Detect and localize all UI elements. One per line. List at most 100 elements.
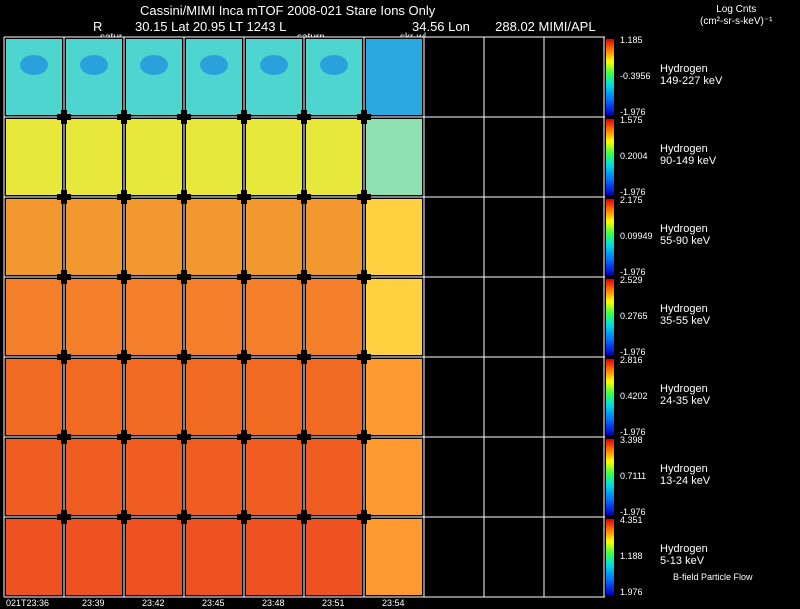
colorbar-mid-label: 0.09949 [620, 231, 653, 241]
x-tick-label: 021T23:36 [6, 598, 50, 608]
cell-fill [66, 519, 122, 595]
cell-fill [6, 439, 62, 515]
heatmap-cell [6, 519, 62, 595]
cell-fill [66, 199, 122, 275]
colorbar-mid-label: 0.2765 [620, 311, 648, 321]
heatmap-cell [66, 519, 122, 595]
cell-fill [6, 199, 62, 275]
heatmap-cell [66, 119, 122, 195]
colorbar-mid-label: -0.3956 [620, 71, 651, 81]
colorbar-mid-label: 0.2004 [620, 151, 648, 161]
species-label: Hydrogen 149-227 keV [660, 63, 722, 87]
heatmap-cell [66, 279, 122, 355]
heatmap-cell [6, 279, 62, 355]
colorbar-units: Log Cnts (cm²-sr-s-keV)⁻¹ [700, 4, 772, 28]
colorbar-max-label: 2.529 [620, 275, 643, 285]
heatmap-cell [66, 39, 122, 115]
heatmap-cell [126, 119, 182, 195]
cross-marker [241, 430, 247, 444]
colorbar-max-label: 3.398 [620, 435, 643, 445]
colorbar [606, 199, 614, 275]
cell-fill [6, 119, 62, 195]
cell-fill [246, 519, 302, 595]
heatmap-cell [246, 39, 302, 115]
cell-fill [366, 279, 422, 355]
cross-marker [61, 510, 67, 524]
heatmap-cell [186, 439, 242, 515]
plot-title: Cassini/MIMI Inca mTOF 2008-021 Stare Io… [140, 3, 436, 18]
cross-marker [241, 270, 247, 284]
colorbar-max-label: 1.575 [620, 115, 643, 125]
energy-range: 149-227 keV [660, 75, 723, 87]
cell-fill [186, 439, 242, 515]
cell-fill [366, 439, 422, 515]
species-label: Hydrogen 5-13 keV [660, 543, 708, 567]
colorbar [606, 439, 614, 515]
cross-marker [301, 350, 307, 364]
heatmap-cell [246, 439, 302, 515]
cell-fill [366, 359, 422, 435]
lon-label: 34.56 Lon [412, 19, 470, 34]
cross-marker [121, 350, 127, 364]
cell-fill [366, 199, 422, 275]
cell-fill [246, 359, 302, 435]
cell-fill [246, 279, 302, 355]
cell-fill [66, 39, 122, 115]
cross-marker [61, 190, 67, 204]
cell-fill [366, 519, 422, 595]
heatmap-cell [126, 279, 182, 355]
heatmap-cell [126, 439, 182, 515]
cell-blob [80, 55, 108, 75]
heatmap-cell [306, 519, 362, 595]
heatmap-cell [366, 279, 422, 355]
cell-fill [126, 39, 182, 115]
energy-range: 35-55 keV [660, 315, 711, 327]
cell-fill [186, 279, 242, 355]
colorbar [606, 119, 614, 195]
x-tick-label: 23:42 [142, 598, 165, 608]
cell-fill [66, 119, 122, 195]
cross-marker [121, 270, 127, 284]
heatmap-cell [366, 119, 422, 195]
heatmap-cell [66, 199, 122, 275]
heatmap-cell [306, 359, 362, 435]
colorbar-mid-label: 1.188 [620, 551, 643, 561]
species-label: Hydrogen 55-90 keV [660, 223, 710, 247]
cross-marker [241, 510, 247, 524]
r-label: R [93, 19, 103, 34]
cell-fill [126, 279, 182, 355]
energy-range: 55-90 keV [660, 235, 711, 247]
species-name: Hydrogen [660, 543, 708, 555]
colorbar-min-label: -1.976 [620, 427, 646, 437]
heatmap-cell [306, 279, 362, 355]
heatmap-cell [126, 39, 182, 115]
colorbar-units-line1: Log Cnts [716, 4, 757, 15]
cell-fill [126, 519, 182, 595]
colorbar-units-line2: (cm²-sr-s-keV)⁻¹ [700, 16, 773, 27]
colorbar [606, 279, 614, 355]
cross-marker [121, 430, 127, 444]
cross-marker [121, 510, 127, 524]
heatmap-cell [6, 439, 62, 515]
cross-marker [301, 270, 307, 284]
cross-marker [301, 110, 307, 124]
species-name: Hydrogen [660, 63, 708, 75]
heatmap-cell [366, 439, 422, 515]
cell-blob [260, 55, 288, 75]
heatmap-cell [186, 39, 242, 115]
cross-marker [61, 110, 67, 124]
cross-marker [61, 430, 67, 444]
species-label: Hydrogen 24-35 keV [660, 383, 710, 407]
cross-marker [361, 430, 367, 444]
cell-fill [66, 359, 122, 435]
x-tick-label: 23:45 [202, 598, 225, 608]
colorbar-min-label: -1.976 [620, 347, 646, 357]
cell-fill [306, 519, 362, 595]
x-tick-label: 23:54 [382, 598, 405, 608]
cross-marker [181, 430, 187, 444]
heatmap-cell [6, 119, 62, 195]
colorbar-min-label: -1.976 [620, 267, 646, 277]
cell-fill [126, 199, 182, 275]
heatmap-cell [186, 199, 242, 275]
